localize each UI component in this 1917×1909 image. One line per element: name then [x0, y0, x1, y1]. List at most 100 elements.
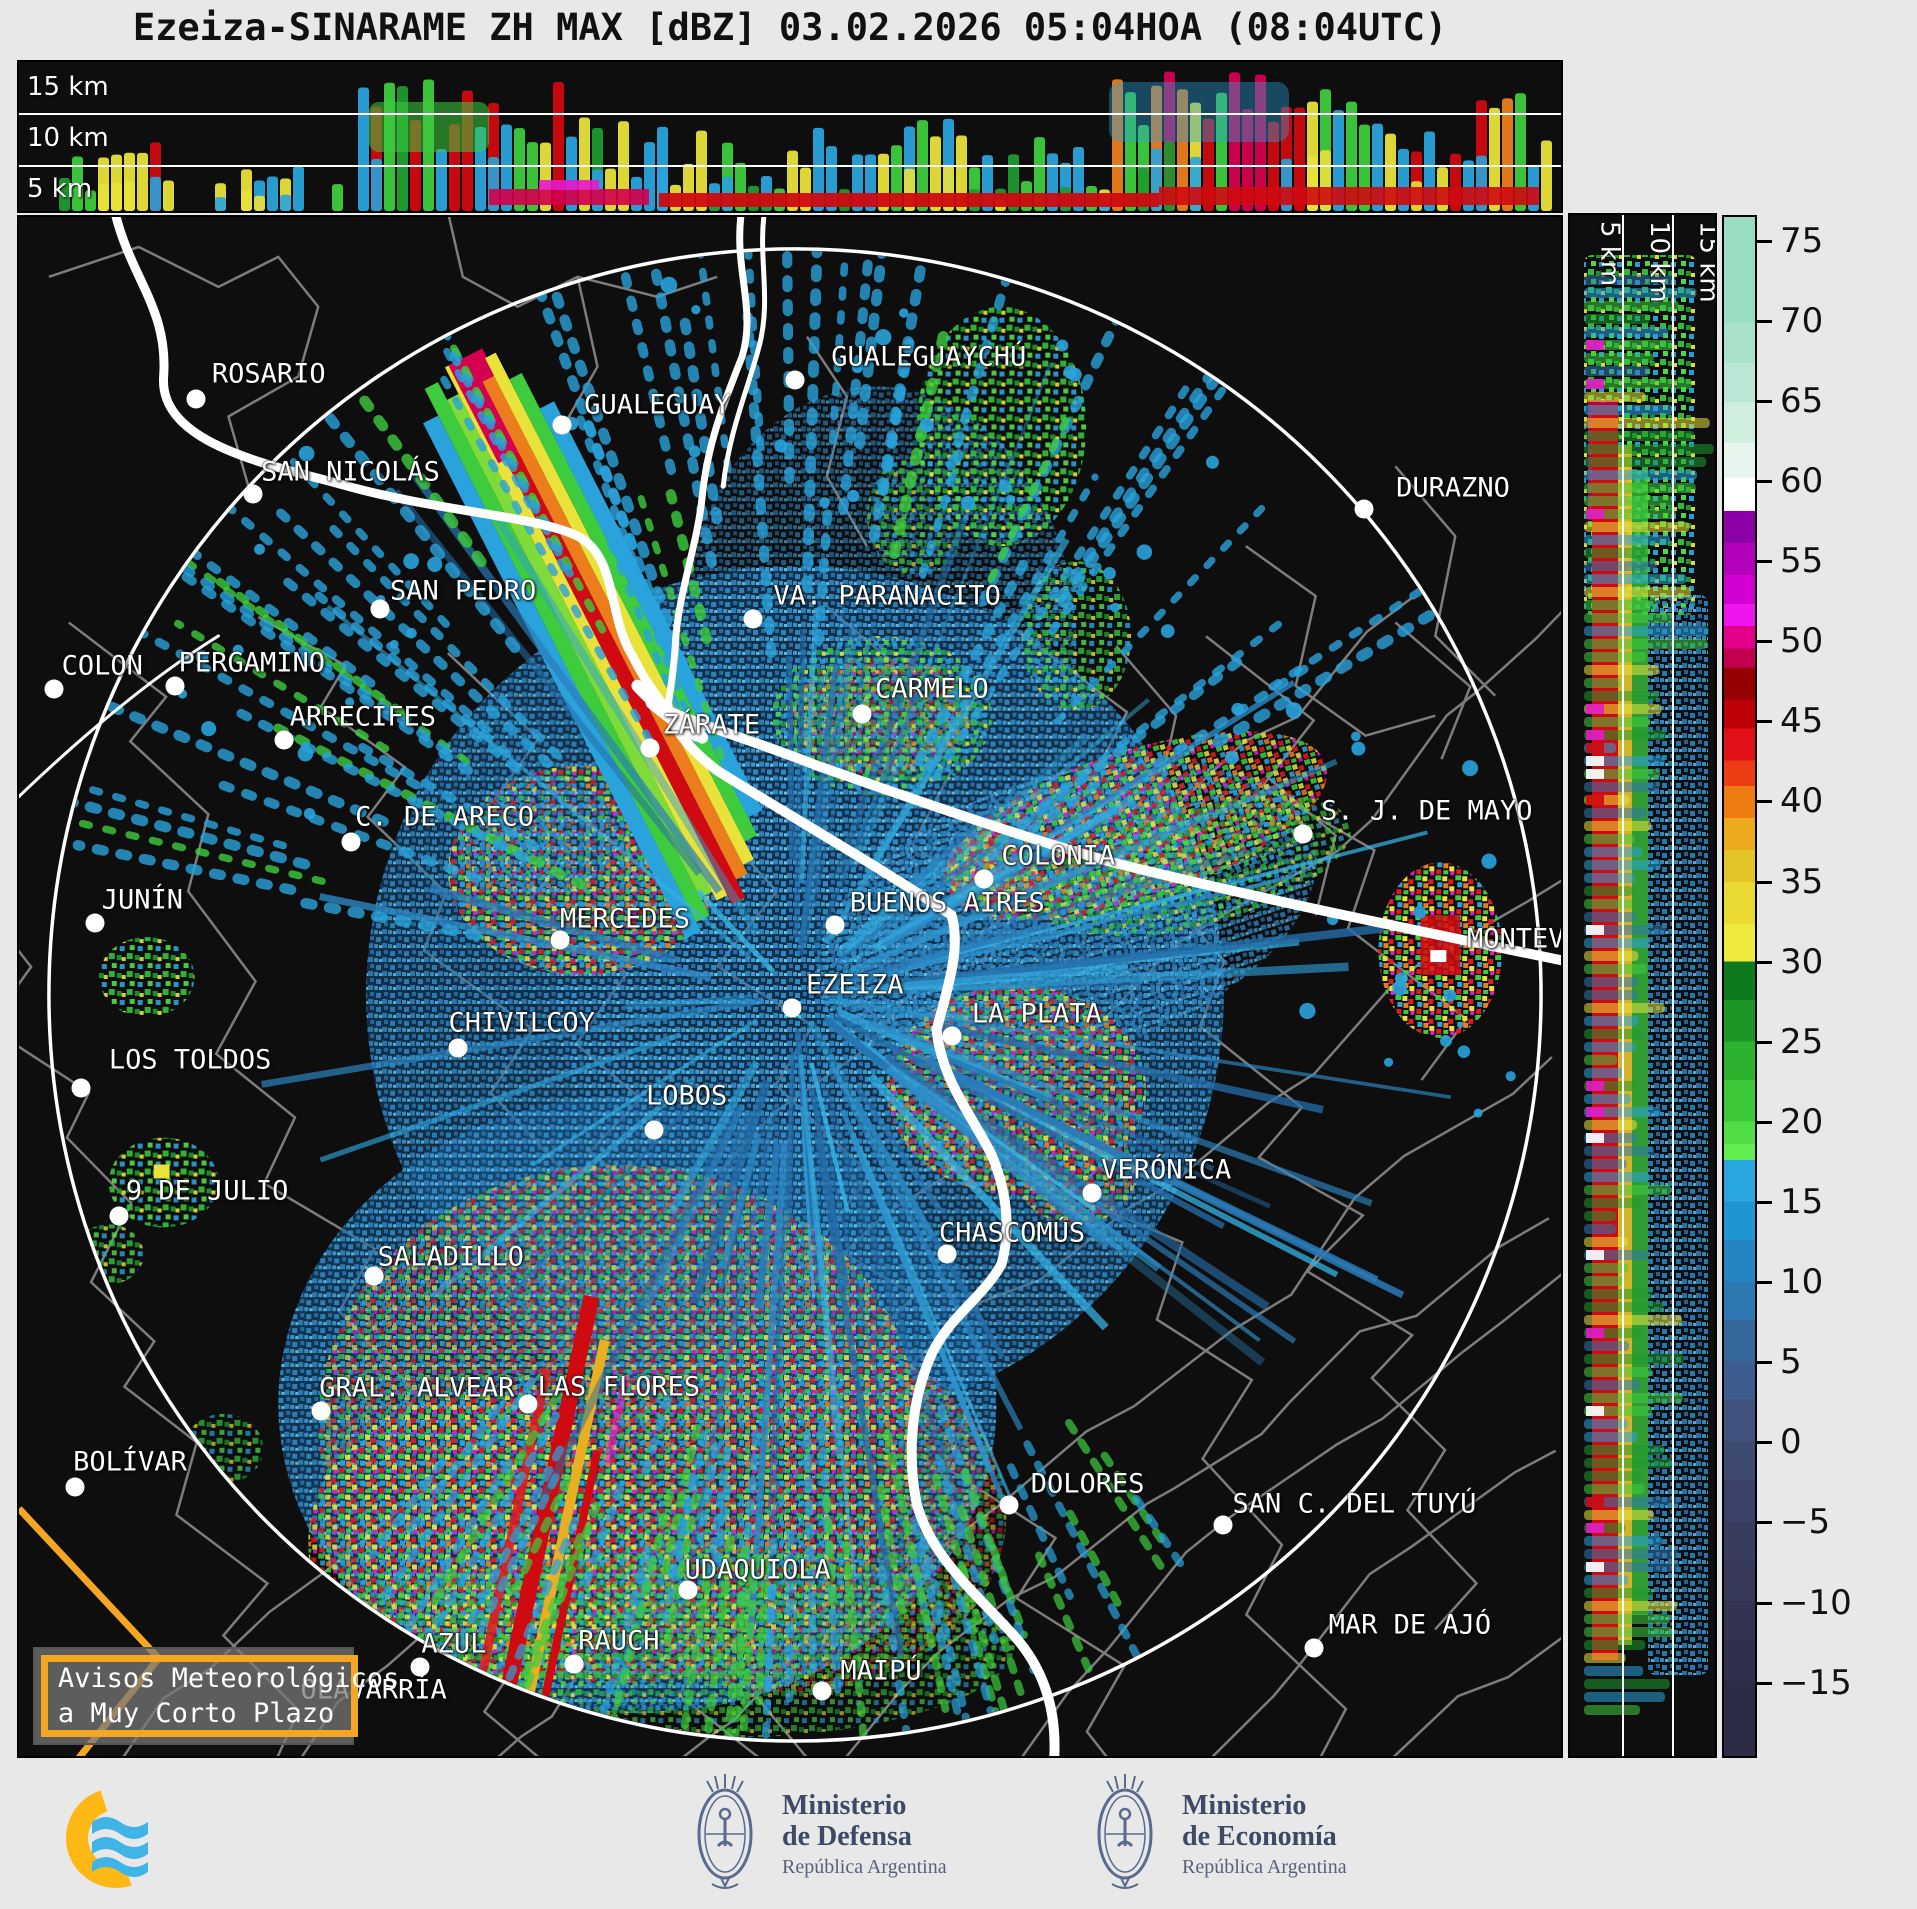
- city-label: UDAQUIOLA: [684, 1554, 831, 1586]
- city-dot: [341, 832, 361, 852]
- city-dot: [370, 599, 390, 619]
- city-label: CHASCOMÚS: [938, 1217, 1086, 1249]
- city-label: MERCEDES: [559, 903, 691, 935]
- city-layer: ROSARIO SAN NICOLÁS SAN PEDRO GUALEGUAY GUAL…: [19, 217, 1561, 1756]
- city-label: S. J. DE MAYO: [1321, 795, 1533, 827]
- city-dot: [65, 1477, 84, 1497]
- city-dot: [1304, 1638, 1324, 1658]
- city-dot: [1354, 499, 1374, 519]
- city-dot: [825, 915, 845, 935]
- city-label: EZEIZA: [805, 969, 904, 1001]
- city-dot: [644, 1120, 664, 1140]
- city-label: ARRECIFES: [289, 701, 437, 733]
- colorbar-tick: [1757, 1361, 1772, 1365]
- radar-map-panel: ROSARIO SAN NICOLÁS SAN PEDRO GUALEGUAY GUAL…: [17, 215, 1563, 1758]
- height-label: 5 km: [27, 173, 93, 204]
- city-label: LOS TOLDOS: [108, 1044, 272, 1076]
- city-label: LOBOS: [646, 1080, 728, 1112]
- city-label: SAN PEDRO: [389, 575, 537, 607]
- city-dot: [274, 730, 294, 750]
- city-label: LAS FLORES: [537, 1371, 701, 1403]
- city-dot: [85, 913, 105, 933]
- defensa-text: Ministerio de Defensa República Argentin…: [782, 1790, 947, 1879]
- height-label: 15 km: [27, 72, 109, 103]
- city-dot: [999, 1495, 1019, 1515]
- city-dot: [448, 1038, 468, 1058]
- height-gridline: [19, 164, 1561, 167]
- height-gridline: [1671, 215, 1674, 1756]
- city-dot: [552, 415, 572, 435]
- city-dot: [1082, 1183, 1102, 1203]
- city-label: VERÓNICA: [1101, 1154, 1232, 1186]
- city-dot: [1213, 1515, 1233, 1535]
- colorbar-tick: [1757, 560, 1772, 564]
- colorbar-tick: [1757, 800, 1772, 804]
- colorbar-tick: [1757, 479, 1772, 483]
- city-label: VA. PARANACITO: [773, 580, 1001, 612]
- city-label: CHIVILCOY: [448, 1007, 595, 1039]
- colorbar-tick-label: 30: [1780, 941, 1824, 982]
- warning-box-border: Avisos Meteorológicos a Muy Corto Plazo: [40, 1654, 399, 1738]
- colorbar-tick: [1757, 880, 1772, 884]
- economia-sub: República Argentina: [1182, 1855, 1347, 1878]
- right-cross-section-graphic: [1570, 215, 1715, 1756]
- colorbar-tick: [1757, 1201, 1772, 1204]
- defensa-line1: Ministerio: [782, 1790, 907, 1821]
- city-label: 9 DE JULIO: [125, 1175, 289, 1207]
- colorbar-tick-label: 15: [1780, 1182, 1824, 1222]
- height-label: 5 km: [1594, 221, 1625, 287]
- colorbar-tick: [1757, 319, 1772, 323]
- colorbar-tick-label: 75: [1780, 220, 1824, 261]
- city-label: SAN C. DEL TUYÚ: [1232, 1488, 1477, 1520]
- colorbar-tick: [1757, 1040, 1772, 1044]
- colorbar-tick-label: −10: [1780, 1582, 1852, 1623]
- defensa-coat-of-arms-icon: [697, 1774, 753, 1889]
- city-label: CARMELO: [874, 673, 989, 705]
- city-label: JUNÍN: [101, 884, 183, 916]
- height-label: 15 km: [1693, 221, 1717, 303]
- city-dot: [782, 998, 802, 1018]
- colorbar-tick-label: −5: [1780, 1502, 1831, 1543]
- city-dot: [1293, 824, 1313, 844]
- colorbar-tick: [1757, 1120, 1772, 1124]
- economia-text: Ministerio de Economía República Argenti…: [1182, 1790, 1347, 1879]
- radar-range-circle: [47, 247, 1543, 1743]
- city-label: PERGAMINO: [178, 647, 325, 679]
- height-label: 10 km: [27, 123, 109, 154]
- city-label: MAR DE AJÓ: [1328, 1609, 1492, 1641]
- colorbar-tick: [1757, 1521, 1772, 1525]
- city-dot: [109, 1206, 129, 1226]
- colorbar-tick: [1757, 1681, 1772, 1685]
- radar-map-graphic: [19, 217, 1561, 1756]
- colorbar-tick-label: 70: [1780, 300, 1824, 341]
- city-dot: [564, 1654, 584, 1674]
- top-cross-section-panel: 15 km 10 km 5 km: [17, 60, 1563, 213]
- city-label: SAN NICOLÁS: [261, 456, 440, 488]
- city-label: ZÁRATE: [662, 709, 761, 741]
- city-label: MONTEVIDEO: [1466, 923, 1563, 955]
- colorbar-tick-label: 10: [1780, 1262, 1824, 1303]
- city-dot: [937, 1244, 957, 1264]
- city-dot: [186, 389, 206, 409]
- defensa-line2: de Defensa: [782, 1821, 912, 1853]
- city-dot: [165, 676, 185, 696]
- colorbar-tick-label: 0: [1780, 1422, 1802, 1463]
- footer: Servicio Meteorológico Nacional Argentin…: [0, 1762, 1917, 1909]
- colorbar-tick: [1757, 640, 1772, 644]
- city-label: BOLÍVAR: [73, 1446, 187, 1478]
- city-label: GUALEGUAY: [584, 389, 731, 421]
- colorbar-tick-label: 60: [1780, 460, 1824, 501]
- city-label: LA PLATA: [971, 998, 1102, 1030]
- city-label: GRAL. ALVEAR: [319, 1372, 515, 1404]
- colorbar-tick-label: 25: [1780, 1021, 1824, 1062]
- page-title: Ezeiza-SINARAME ZH MAX [dBZ] 03.02.2026 …: [132, 6, 1448, 49]
- city-dot: [640, 738, 660, 758]
- colorbar-tick: [1757, 239, 1772, 243]
- city-label: ROSARIO: [211, 358, 326, 390]
- dbz-colorbar: [1722, 215, 1757, 1758]
- city-dot: [743, 609, 763, 629]
- city-label: DURAZNO: [1396, 472, 1510, 504]
- colorbar-tick-label: 45: [1780, 701, 1824, 742]
- city-dot: [364, 1266, 384, 1286]
